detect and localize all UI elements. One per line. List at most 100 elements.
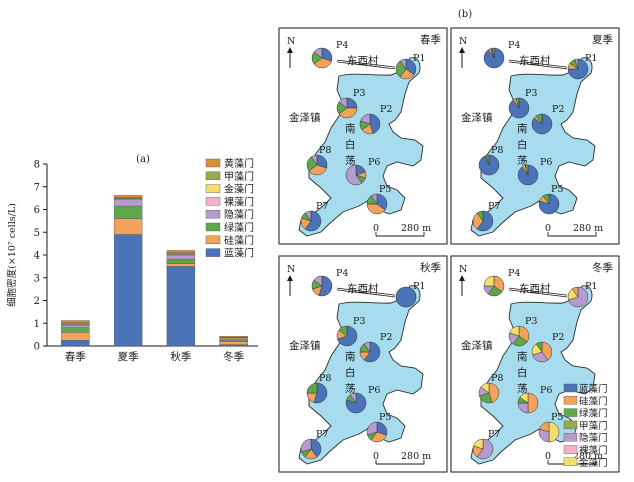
bar-segment [113, 234, 143, 347]
pie-slice [574, 58, 579, 70]
site-pie: P7 [300, 429, 328, 460]
lake-outline [298, 285, 424, 465]
pie-slice [306, 382, 318, 394]
road-inner [508, 60, 568, 69]
site-label: P2 [552, 104, 564, 115]
scale-zero-label: 0 [373, 223, 379, 234]
north-label: N [287, 264, 295, 275]
season-title: 冬季 [592, 261, 613, 274]
scale-bar [547, 232, 597, 237]
stacked-bar-chart: (a) 细胞密度(×10⁷ cells/L) 0 1 2 3 4 5 6 7 8 春季 夏季 秋季 冬… [6, 154, 258, 363]
legend-label: 甲藻门 [224, 170, 254, 183]
bar-segment [113, 205, 143, 219]
pie-slice [483, 275, 495, 287]
map-legend-label: 绿藻门 [579, 408, 608, 420]
site-label: P1 [585, 281, 597, 292]
site-label: P7 [316, 201, 328, 212]
season-title: 春季 [420, 34, 441, 46]
scale-bar [375, 232, 425, 237]
town-label: 金泽镇 [461, 111, 493, 124]
pie-slice [376, 193, 388, 211]
legend-swatch [205, 171, 221, 181]
lake-name-char: 荡 [345, 155, 356, 167]
site-pie: P7 [300, 201, 328, 232]
pie-slice [473, 438, 484, 450]
pie-slice [363, 341, 381, 363]
scale-bar [375, 460, 425, 465]
bar-segment [219, 341, 248, 345]
y-tick-label: 2 [34, 296, 40, 307]
site-pie: P6 [517, 385, 552, 414]
lake-name-char: 白 [517, 366, 528, 379]
town-label: 金泽镇 [289, 339, 321, 352]
pie-slice [308, 164, 327, 176]
site-label: P5 [551, 412, 563, 423]
site-label: P2 [552, 332, 564, 343]
legend-swatch [205, 184, 221, 193]
site-label: P1 [585, 53, 597, 64]
site-label: P4 [508, 40, 520, 51]
pie-slice [518, 325, 530, 343]
pie-slice [493, 275, 505, 293]
north-arrow-icon [287, 275, 293, 281]
pie-slice [548, 421, 560, 443]
lake-name-char: 白 [517, 138, 528, 151]
pie-slice [535, 341, 543, 353]
legend-label: 硅藻门 [224, 234, 254, 247]
site-label: P7 [316, 429, 328, 440]
site-label: P8 [491, 373, 503, 384]
pie-slice [539, 421, 550, 433]
map-legend-swatch [563, 457, 578, 467]
site-pie: P5 [366, 184, 391, 215]
lake-name-char: 荡 [517, 383, 528, 395]
site-label: P6 [368, 385, 380, 396]
bars [61, 195, 248, 347]
site-label: P5 [551, 184, 563, 195]
pie-slice [488, 382, 500, 403]
map-legend-swatch [563, 408, 578, 417]
site-label: P3 [525, 316, 537, 327]
site-label: P4 [336, 268, 348, 279]
site-pie: P8 [306, 373, 331, 404]
lake-name-char: 南 [345, 350, 356, 363]
pie-slice [313, 275, 323, 287]
y-tick-label: 3 [34, 273, 40, 284]
site-label: P6 [540, 385, 552, 396]
road-inner [336, 288, 396, 297]
site-label: P7 [488, 201, 500, 212]
pie-slice [541, 341, 553, 361]
pie-slice [366, 203, 386, 215]
village-label: 东西村 [347, 54, 379, 67]
road-inner [336, 60, 396, 69]
site-pie: P3 [508, 88, 537, 119]
y-tick-label: 5 [34, 228, 40, 239]
legend-label: 裸藻门 [224, 195, 254, 208]
north-label: N [459, 264, 467, 275]
map-legend-swatch [563, 420, 578, 430]
bar-segment [113, 195, 143, 198]
season-title: 夏季 [592, 34, 613, 46]
village-label: 东西村 [519, 282, 551, 295]
pie-slice [476, 210, 494, 232]
pie-slice [542, 193, 550, 205]
y-tick-label: 7 [34, 182, 40, 193]
pie-slice [405, 58, 417, 76]
site-pie: P8 [478, 373, 503, 404]
bar-segment [61, 324, 90, 329]
site-label: P6 [540, 157, 552, 168]
site-label: P2 [380, 104, 392, 115]
legend-swatch [205, 248, 221, 257]
legend-swatch [205, 235, 221, 245]
site-pie: P6 [345, 157, 380, 186]
scale-zero-label: 0 [373, 451, 379, 462]
lake-outline [470, 285, 596, 465]
north-arrow-icon [459, 275, 465, 281]
legend-label: 蓝藻门 [224, 247, 254, 260]
season-title: 秋季 [420, 261, 441, 274]
pie-slice [349, 392, 357, 404]
bar-segment [166, 263, 196, 267]
